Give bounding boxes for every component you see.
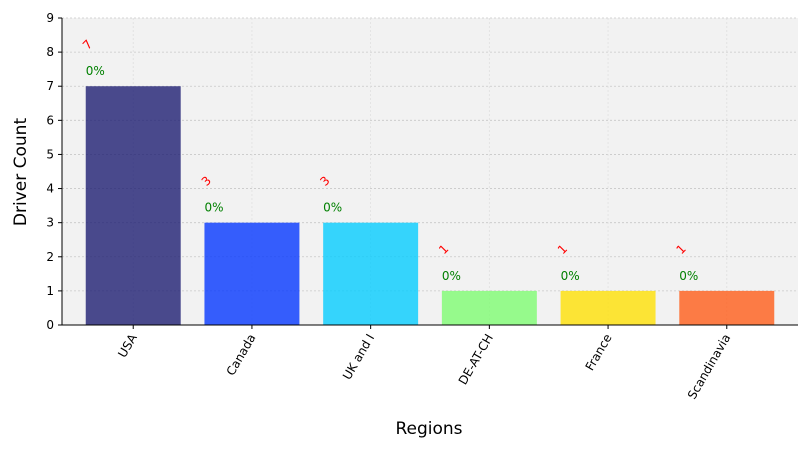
x-tick-label: France (583, 332, 615, 374)
bar-de-at-ch (441, 290, 537, 325)
y-tick-label: 5 (46, 147, 54, 161)
percent-label: 0% (86, 64, 105, 78)
bar-usa (85, 86, 181, 325)
bar-canada (204, 222, 300, 325)
bars (85, 86, 775, 325)
x-tick-label: Scandinavia (685, 332, 734, 402)
x-axis-label: Regions (395, 419, 462, 439)
x-tick-label: USA (115, 331, 140, 360)
y-tick-label: 4 (46, 182, 54, 196)
y-tick-label: 0 (46, 318, 54, 332)
y-tick-label: 9 (46, 11, 54, 25)
y-tick-label: 2 (46, 250, 54, 264)
percent-label: 0% (679, 269, 698, 283)
y-tick-label: 3 (46, 216, 54, 230)
bar-uk-and-i (323, 222, 419, 325)
plot-area (62, 18, 798, 325)
y-tick-label: 7 (46, 79, 54, 93)
y-tick-label: 8 (46, 45, 54, 59)
y-tick-label: 1 (46, 284, 54, 298)
percent-label: 0% (204, 201, 223, 215)
percent-label: 0% (442, 269, 461, 283)
x-tick-label: UK and I (340, 332, 377, 383)
bar-france (560, 290, 656, 325)
percent-label: 0% (323, 201, 342, 215)
y-tick-label: 6 (46, 113, 54, 127)
x-tick-label: Canada (224, 332, 259, 379)
x-tick-label: DE-AT-CH (456, 332, 496, 388)
y-axis-label: Driver Count (11, 118, 31, 227)
percent-label: 0% (561, 269, 580, 283)
bar-scandinavia (679, 290, 775, 325)
